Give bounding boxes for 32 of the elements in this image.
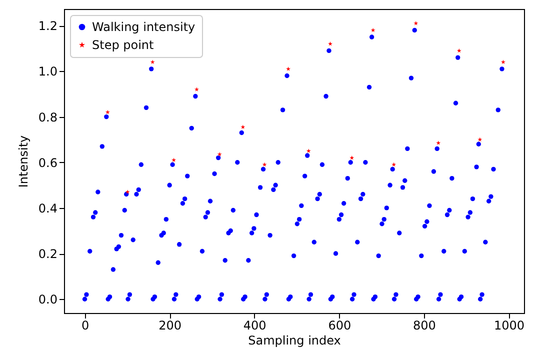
x-tick-label: 0 xyxy=(81,318,90,332)
y-tick-label: 0.6 xyxy=(38,156,58,170)
y-axis-title: Intensity xyxy=(16,135,30,188)
point xyxy=(105,110,110,114)
y-tick-label: 1.0 xyxy=(38,64,58,79)
point xyxy=(194,87,199,92)
point xyxy=(370,28,376,32)
x-axis-title: Sampling index xyxy=(248,334,341,348)
y-tick-label: 1.2 xyxy=(38,19,58,34)
point xyxy=(328,42,332,46)
point xyxy=(262,162,267,167)
point xyxy=(217,152,222,156)
legend-label: Walking intensity xyxy=(92,20,196,34)
x-tick-label: 1000 xyxy=(494,318,525,332)
point xyxy=(392,162,396,167)
point xyxy=(306,148,311,153)
x-tick-label: 600 xyxy=(328,318,352,332)
x-tick-label: 400 xyxy=(243,318,266,332)
y-tick-label: 0.4 xyxy=(38,201,58,216)
y-tick-label: 0.2 xyxy=(38,247,58,262)
point xyxy=(172,158,176,162)
y-tick-label: 0.0 xyxy=(38,292,58,307)
point xyxy=(456,48,462,53)
point xyxy=(350,155,354,160)
point xyxy=(125,190,130,194)
y-tick-label: 0.8 xyxy=(38,110,58,124)
point xyxy=(414,21,418,26)
point xyxy=(286,66,291,71)
x-tick-label: 200 xyxy=(158,318,182,332)
legend-label: Step point xyxy=(92,38,154,52)
x-tick-label: 800 xyxy=(412,318,436,332)
point xyxy=(500,60,506,64)
